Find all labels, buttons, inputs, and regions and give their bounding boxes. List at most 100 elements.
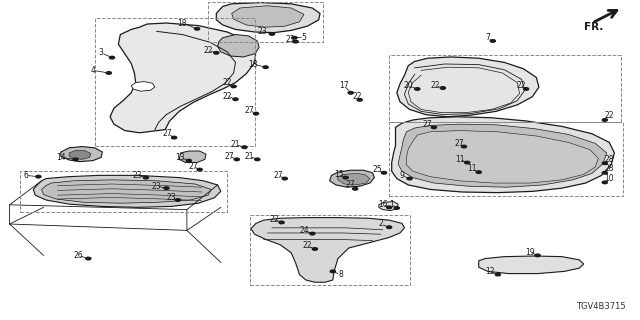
Text: 8: 8 <box>338 270 343 279</box>
Text: 21: 21 <box>231 140 240 149</box>
Text: 27: 27 <box>273 171 284 180</box>
Polygon shape <box>42 180 211 203</box>
Circle shape <box>143 176 148 179</box>
Text: 9: 9 <box>399 171 404 180</box>
Text: 14: 14 <box>56 153 66 162</box>
Polygon shape <box>131 82 155 91</box>
Text: 22: 22 <box>517 81 526 90</box>
Text: 22: 22 <box>223 78 232 87</box>
Text: 21: 21 <box>245 152 254 161</box>
Circle shape <box>255 158 260 161</box>
Text: 26: 26 <box>73 251 83 260</box>
Circle shape <box>357 99 362 101</box>
Text: TGV4B3715: TGV4B3715 <box>576 302 626 311</box>
Circle shape <box>282 177 287 180</box>
Text: 22: 22 <box>303 241 312 250</box>
Circle shape <box>310 232 315 235</box>
Text: 23: 23 <box>285 35 295 44</box>
Circle shape <box>109 56 115 59</box>
Circle shape <box>279 221 284 224</box>
Text: 16: 16 <box>378 200 388 209</box>
Text: 23: 23 <box>132 171 143 180</box>
Circle shape <box>293 40 298 43</box>
Text: 20: 20 <box>403 81 413 90</box>
Polygon shape <box>398 124 607 187</box>
Text: 24: 24 <box>299 226 309 235</box>
Circle shape <box>330 270 335 273</box>
Circle shape <box>415 88 420 90</box>
Bar <box>208 2 323 42</box>
Circle shape <box>353 188 358 190</box>
Polygon shape <box>330 170 374 187</box>
Text: 25: 25 <box>372 165 383 174</box>
Circle shape <box>535 254 540 257</box>
Text: 7: 7 <box>485 33 490 42</box>
Text: 22: 22 <box>204 46 212 55</box>
Circle shape <box>602 119 607 121</box>
Circle shape <box>164 187 169 189</box>
Circle shape <box>86 257 91 260</box>
Text: 15: 15 <box>334 170 344 179</box>
Circle shape <box>602 181 607 184</box>
Text: 23: 23 <box>166 193 177 202</box>
Text: 28: 28 <box>605 155 614 164</box>
Text: 6: 6 <box>23 171 28 180</box>
Text: 22: 22 <box>269 215 278 224</box>
Text: 18: 18 <box>178 19 187 28</box>
Circle shape <box>490 40 495 42</box>
Bar <box>389 122 623 196</box>
Circle shape <box>407 177 412 180</box>
Text: 23: 23 <box>257 27 268 36</box>
Circle shape <box>343 176 348 179</box>
Text: 27: 27 <box>188 162 198 171</box>
Circle shape <box>387 206 392 209</box>
Circle shape <box>602 172 607 174</box>
Circle shape <box>465 161 470 164</box>
Text: 27: 27 <box>244 106 255 115</box>
Text: 18: 18 <box>248 60 257 68</box>
Polygon shape <box>479 256 584 274</box>
Text: 1: 1 <box>389 200 394 209</box>
Text: 27: 27 <box>224 152 234 161</box>
Circle shape <box>106 72 111 74</box>
Circle shape <box>524 88 529 90</box>
Text: 22: 22 <box>431 81 440 90</box>
Polygon shape <box>338 173 370 185</box>
Text: 27: 27 <box>454 139 465 148</box>
Text: 5: 5 <box>301 33 307 42</box>
Polygon shape <box>110 23 256 133</box>
Text: 13: 13 <box>175 153 186 162</box>
Text: 19: 19 <box>525 248 535 257</box>
Circle shape <box>440 87 445 89</box>
Text: 11: 11 <box>468 164 477 173</box>
Circle shape <box>175 199 180 201</box>
Circle shape <box>263 66 268 68</box>
Text: 17: 17 <box>339 81 349 90</box>
Circle shape <box>312 248 317 250</box>
Text: 12: 12 <box>485 267 494 276</box>
Polygon shape <box>406 131 598 183</box>
Circle shape <box>387 226 392 228</box>
Text: 27: 27 <box>422 120 433 129</box>
Circle shape <box>233 98 238 100</box>
Bar <box>95 18 255 146</box>
Text: 23: 23 <box>152 182 162 191</box>
Circle shape <box>381 172 387 174</box>
Polygon shape <box>33 175 221 207</box>
Circle shape <box>461 145 467 148</box>
Circle shape <box>269 33 275 35</box>
Circle shape <box>186 159 191 162</box>
Text: 27: 27 <box>163 129 173 138</box>
Text: 22: 22 <box>605 111 614 120</box>
Bar <box>389 55 621 122</box>
Text: 22: 22 <box>353 92 362 100</box>
Text: 3: 3 <box>99 48 104 57</box>
Circle shape <box>495 273 500 276</box>
Text: 4: 4 <box>90 66 95 75</box>
Polygon shape <box>218 35 259 57</box>
Text: 22: 22 <box>223 92 232 100</box>
Polygon shape <box>379 202 398 211</box>
Circle shape <box>73 158 78 161</box>
Circle shape <box>292 36 297 39</box>
Polygon shape <box>61 147 102 162</box>
